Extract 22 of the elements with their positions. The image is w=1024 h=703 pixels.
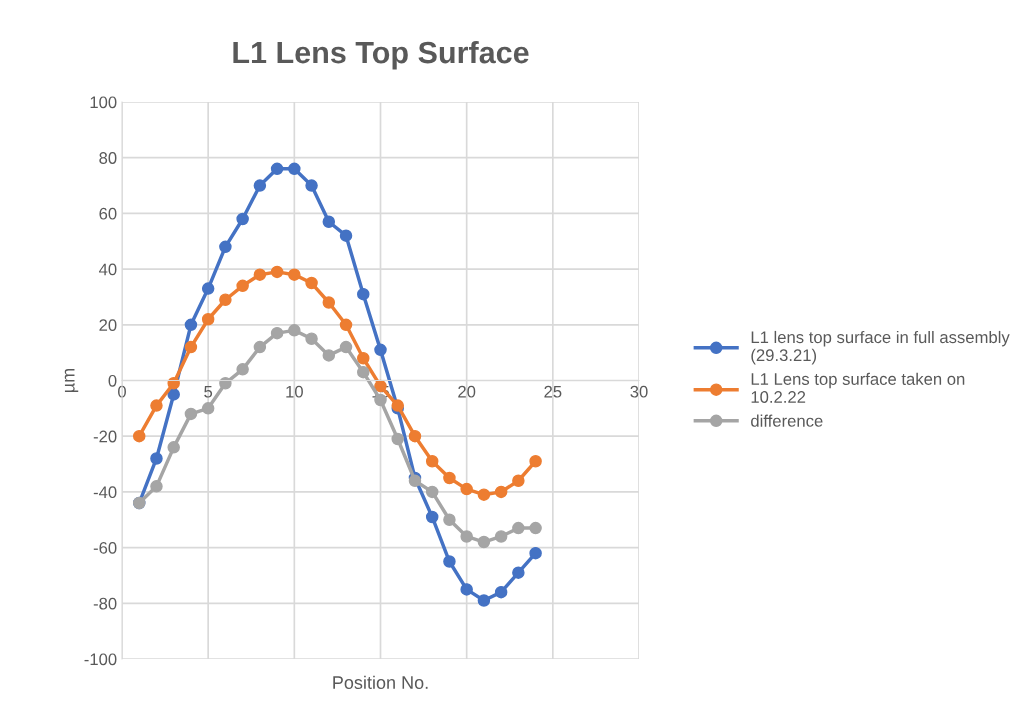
y-tick-label: -60 (93, 542, 117, 554)
x-tick-label: 30 (630, 385, 648, 398)
x-tick-label: 0 (118, 385, 126, 398)
y-tick-label: -80 (93, 597, 117, 610)
y-tick-label: 100 (90, 96, 117, 109)
y-tick-label: 40 (98, 263, 117, 276)
y-tick-label: 0 (108, 374, 117, 387)
y-tick-label: 20 (99, 319, 117, 331)
x-tick-label: 25 (544, 385, 562, 398)
y-tick-label: -20 (93, 430, 117, 443)
x-tick-label: 20 (458, 385, 476, 398)
chart-title: L1 Lens Top Surface (233, 40, 529, 70)
y-axis-title: µm (64, 368, 79, 392)
y-tick-label: -40 (93, 486, 117, 499)
legend-label: difference (751, 414, 823, 427)
y-tick-label: -100 (84, 653, 117, 666)
x-axis-title: Position No. (333, 675, 428, 689)
legend-label: L1 lens top surface in full assembly (29.3.21) (751, 330, 1010, 365)
y-tick-label: 60 (99, 207, 117, 220)
x-tick-label: 5 (204, 385, 213, 398)
y-tick-label: 80 (99, 152, 117, 164)
x-tick-label: 10 (286, 385, 303, 398)
